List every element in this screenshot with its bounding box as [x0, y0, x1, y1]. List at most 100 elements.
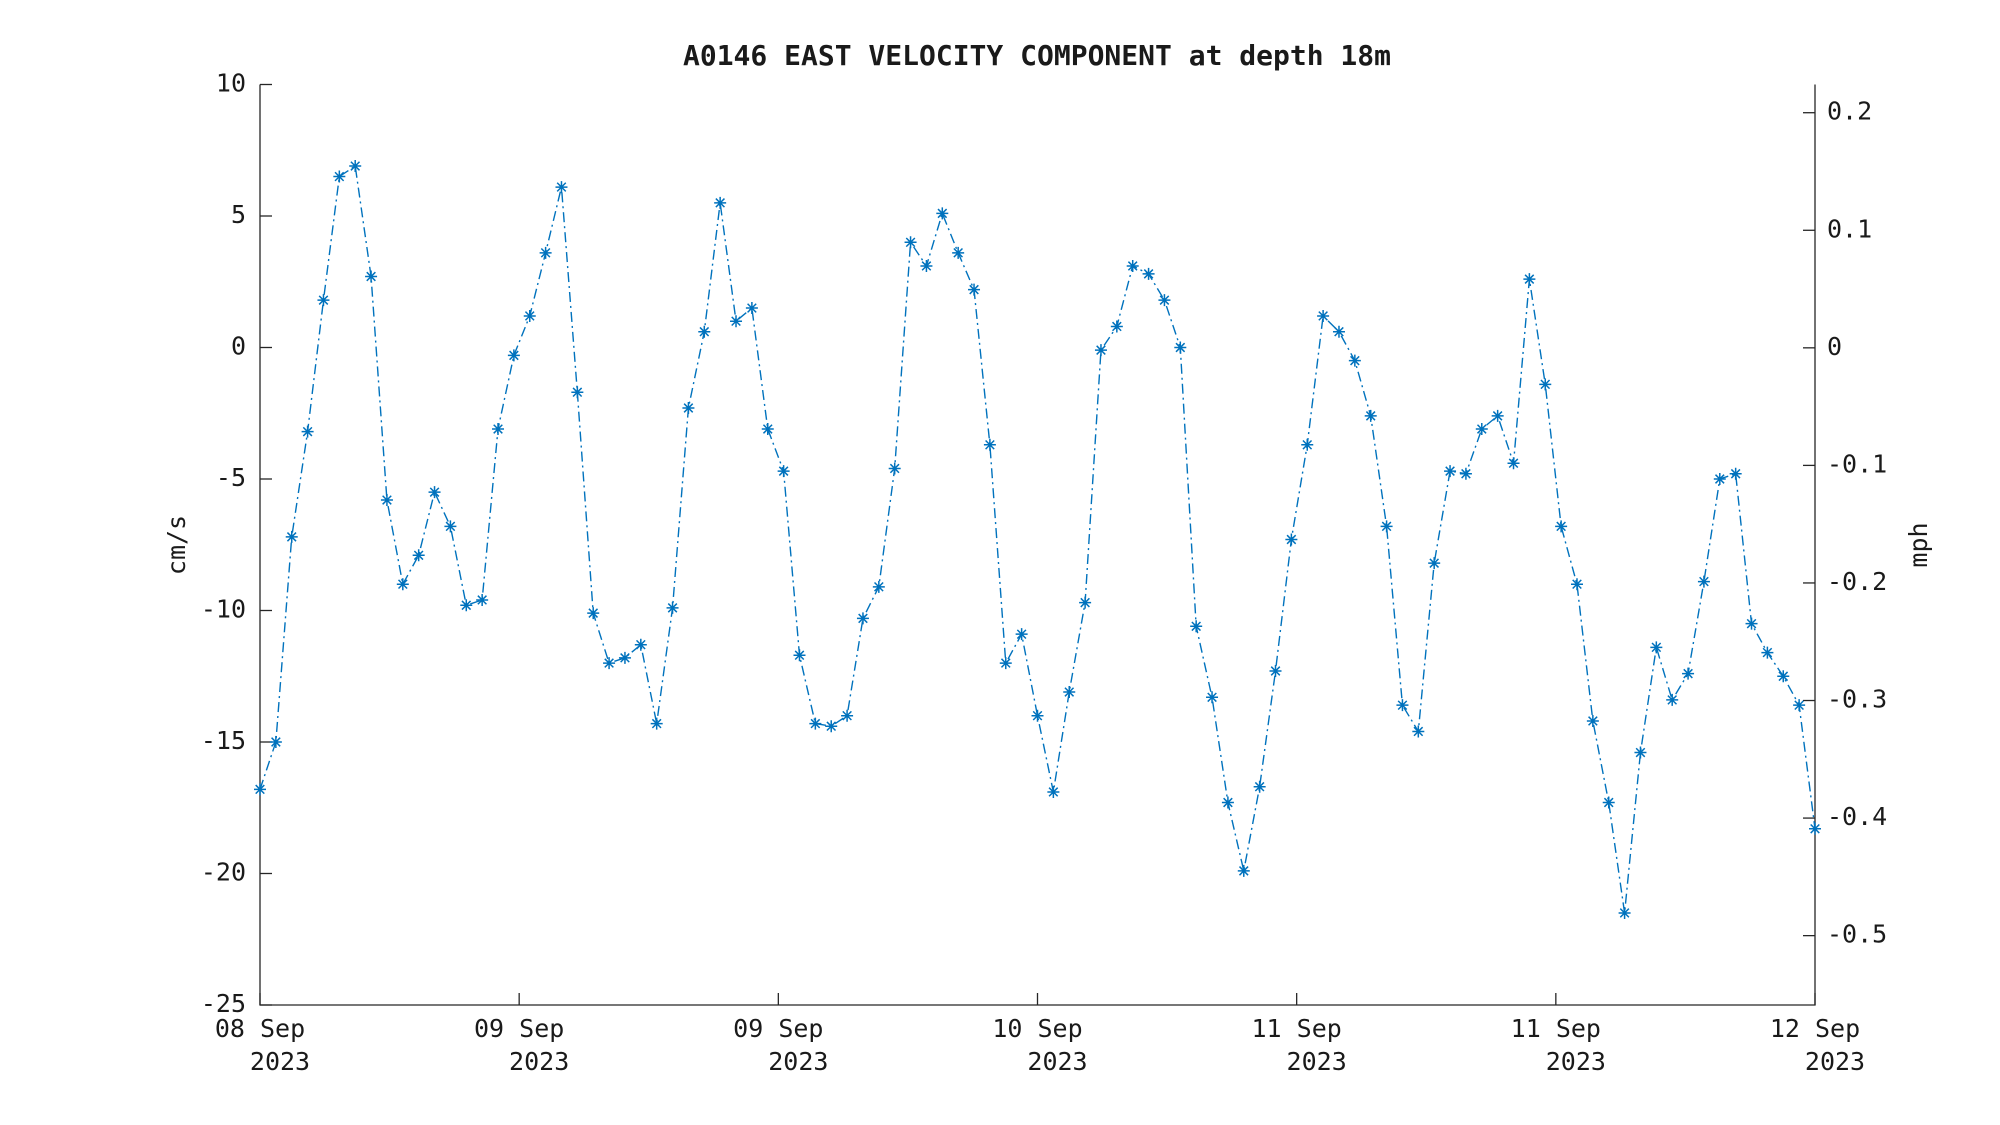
data-marker [1586, 714, 1599, 727]
x-tick-label: 2023 [1805, 1047, 1865, 1076]
data-marker [952, 246, 965, 259]
data-marker [872, 580, 885, 593]
data-marker [1666, 693, 1679, 706]
data-marker [634, 638, 647, 651]
data-marker [523, 309, 536, 322]
data-marker [444, 520, 457, 533]
data-marker [1745, 617, 1758, 630]
data-marker [412, 549, 425, 562]
y-tick-label: -10 [201, 595, 246, 624]
data-marker [856, 612, 869, 625]
data-marker [666, 601, 679, 614]
x-tick-label: 2023 [509, 1047, 569, 1076]
y2-axis-label: mph [1904, 522, 1933, 567]
data-marker [1523, 273, 1536, 286]
data-marker [1713, 473, 1726, 485]
data-marker [587, 607, 600, 620]
data-marker [1158, 294, 1171, 307]
data-marker [555, 181, 568, 194]
data-marker [777, 465, 790, 478]
data-marker [365, 270, 378, 283]
data-marker [618, 651, 631, 664]
data-marker [1444, 465, 1457, 478]
data-marker [761, 423, 774, 436]
y-tick-label: 5 [231, 200, 246, 229]
data-marker [968, 283, 981, 296]
data-marker [682, 401, 695, 414]
data-marker [1570, 578, 1583, 591]
data-marker [507, 349, 520, 362]
x-tick-label: 2023 [1027, 1047, 1087, 1076]
x-tick-label: 09 Sep [474, 1014, 564, 1043]
data-marker [476, 593, 489, 606]
data-marker [603, 657, 616, 670]
data-marker [492, 423, 505, 436]
data-marker [396, 578, 409, 591]
x-tick-label: 2023 [1546, 1047, 1606, 1076]
data-marker [1174, 341, 1187, 354]
data-marker [1475, 423, 1488, 436]
data-marker [1364, 409, 1377, 422]
data-marker [1602, 796, 1615, 809]
data-marker [1142, 267, 1155, 280]
data-marker [1777, 670, 1790, 683]
x-tick-label: 10 Sep [992, 1014, 1082, 1043]
data-marker [301, 425, 314, 438]
data-marker [285, 530, 298, 543]
data-marker [730, 315, 743, 328]
data-marker [1031, 709, 1044, 722]
data-marker [1126, 259, 1139, 272]
data-marker [428, 486, 441, 499]
y-tick-label: -20 [201, 858, 246, 887]
y-tick-label: -15 [201, 726, 246, 755]
data-marker [349, 160, 362, 173]
data-marker [650, 717, 663, 730]
data-marker [1301, 438, 1314, 451]
data-marker [1459, 467, 1472, 480]
y2-tick-label: -0.2 [1827, 567, 1887, 596]
data-marker [1380, 520, 1393, 533]
data-marker [809, 717, 822, 730]
data-marker [936, 207, 949, 220]
data-marker [1396, 699, 1409, 712]
data-marker [1761, 646, 1774, 659]
y2-tick-label: 0.2 [1827, 97, 1872, 126]
data-marker [1618, 906, 1631, 919]
data-marker [745, 302, 758, 315]
x-tick-label: 09 Sep [733, 1014, 823, 1043]
data-marker [1491, 409, 1504, 422]
y2-tick-label: -0.5 [1827, 920, 1887, 949]
data-marker [1793, 699, 1806, 712]
y2-tick-label: -0.3 [1827, 685, 1887, 714]
data-marker [1555, 520, 1568, 533]
data-marker [269, 736, 282, 748]
data-marker [1317, 309, 1330, 322]
data-marker [920, 259, 933, 272]
y-tick-label: 0 [231, 332, 246, 361]
x-tick-label: 11 Sep [1511, 1014, 1601, 1043]
data-marker [1047, 785, 1060, 798]
data-marker [1206, 691, 1219, 704]
data-marker [571, 386, 584, 399]
data-marker [1285, 533, 1298, 546]
data-marker [1697, 575, 1710, 588]
data-marker [539, 246, 552, 259]
x-tick-label: 11 Sep [1252, 1014, 1342, 1043]
y-tick-label: -25 [201, 989, 246, 1018]
y-tick-label: 10 [216, 69, 246, 98]
data-marker [714, 196, 727, 209]
data-marker [1094, 344, 1107, 357]
data-marker [1634, 746, 1647, 759]
data-marker [1253, 780, 1266, 793]
data-marker [1269, 664, 1282, 677]
chart-title: A0146 EAST VELOCITY COMPONENT at depth 1… [683, 39, 1391, 72]
y2-tick-label: -0.1 [1827, 449, 1887, 478]
data-marker [1809, 822, 1821, 835]
data-marker [841, 709, 854, 722]
y2-tick-label: -0.4 [1827, 802, 1887, 831]
data-marker [1650, 641, 1663, 654]
data-marker [1428, 557, 1441, 570]
data-marker [999, 657, 1012, 670]
